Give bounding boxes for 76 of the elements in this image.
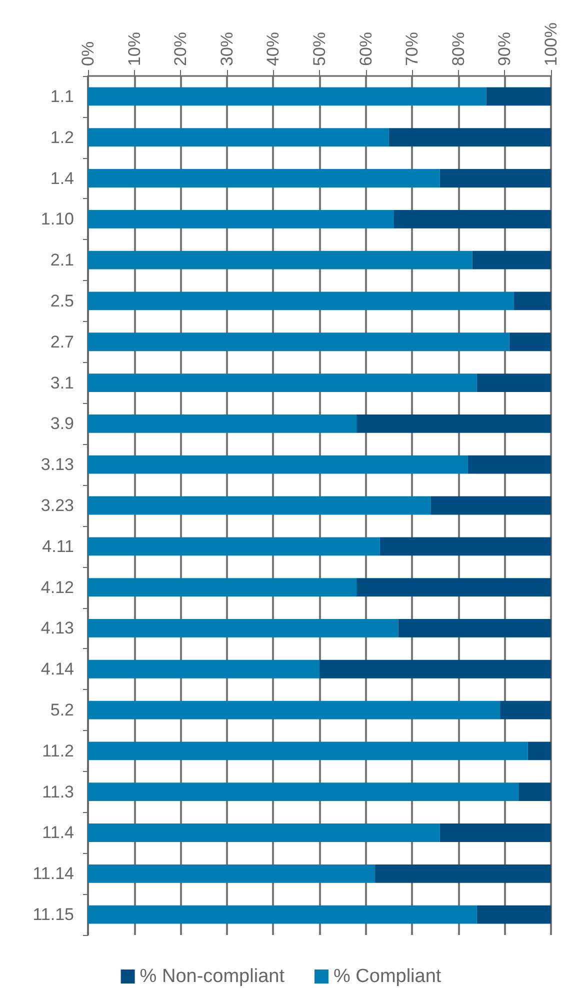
y-tick-label: 3.13 xyxy=(40,455,74,474)
bar xyxy=(88,332,510,352)
y-tick-label: 2.5 xyxy=(50,291,74,310)
y-tick-label: 2.1 xyxy=(50,250,74,270)
x-tick-label: 30% xyxy=(217,32,236,66)
bar xyxy=(88,824,440,842)
y-tick-label: 3.1 xyxy=(50,373,74,392)
bar xyxy=(356,578,551,597)
legend-label: % Compliant xyxy=(333,966,442,987)
bar xyxy=(88,578,357,597)
y-tick-label: 1.1 xyxy=(50,86,74,106)
bar xyxy=(440,169,551,188)
bar xyxy=(88,782,519,802)
bar xyxy=(88,742,528,760)
legend-label: % Non-compliant xyxy=(140,966,286,987)
bar xyxy=(88,414,357,433)
y-tick-label: 11.4 xyxy=(42,823,74,842)
bar xyxy=(88,210,394,228)
x-tick-label: 0% xyxy=(78,41,98,66)
bar xyxy=(500,700,551,720)
bar xyxy=(88,292,514,310)
bar xyxy=(476,374,551,392)
y-tick-label: 1.2 xyxy=(50,128,74,147)
bar xyxy=(88,864,376,883)
y-tick-label: 11.15 xyxy=(32,905,74,924)
bar xyxy=(88,87,486,106)
x-tick-label: 10% xyxy=(124,32,144,66)
bar xyxy=(356,414,551,433)
x-tick-label: 70% xyxy=(402,32,422,66)
y-tick-label: 1.10 xyxy=(40,210,74,229)
bar xyxy=(509,332,551,352)
x-tick-label: 20% xyxy=(171,32,190,66)
bar xyxy=(88,660,320,678)
bar xyxy=(476,905,551,924)
x-tick-label: 80% xyxy=(448,32,468,66)
bar xyxy=(514,292,551,310)
bar xyxy=(486,87,551,106)
bar xyxy=(468,455,551,474)
y-tick-label: 4.11 xyxy=(42,536,74,556)
bar xyxy=(88,374,477,392)
x-tick-label: 40% xyxy=(264,32,283,66)
y-tick-label: 4.13 xyxy=(40,618,74,638)
bar xyxy=(88,700,500,720)
y-tick-label: 11.3 xyxy=(42,782,74,802)
y-tick-label: 4.12 xyxy=(40,578,74,597)
bar xyxy=(380,537,551,556)
y-tick-label: 3.9 xyxy=(50,414,74,434)
bar xyxy=(88,619,398,638)
y-tick-label: 11.2 xyxy=(42,741,74,760)
y-tick-label: 3.23 xyxy=(40,496,74,515)
x-tick-label: 50% xyxy=(310,32,329,66)
x-tick-label: 90% xyxy=(495,32,514,66)
bar xyxy=(88,455,468,474)
y-tick-label: 2.7 xyxy=(50,332,74,352)
bar xyxy=(394,210,551,228)
bar xyxy=(88,905,477,924)
bar xyxy=(388,128,551,147)
bar xyxy=(430,496,551,515)
bar xyxy=(398,619,551,638)
y-tick-label: 5.2 xyxy=(50,700,74,720)
x-tick-label: 60% xyxy=(356,32,376,66)
bar xyxy=(88,537,380,556)
y-tick-label: 4.14 xyxy=(40,660,74,679)
x-tick-label: 100% xyxy=(542,22,560,66)
bar xyxy=(472,250,551,270)
y-tick-label: 11.14 xyxy=(32,864,74,884)
bar xyxy=(88,169,440,188)
bar xyxy=(88,128,389,147)
y-tick-label: 1.4 xyxy=(50,168,74,188)
bar xyxy=(440,824,551,842)
bar xyxy=(88,496,431,515)
bar xyxy=(518,782,551,802)
bar xyxy=(528,742,551,760)
bar xyxy=(320,660,551,678)
bar xyxy=(88,250,472,270)
bar xyxy=(375,864,551,883)
